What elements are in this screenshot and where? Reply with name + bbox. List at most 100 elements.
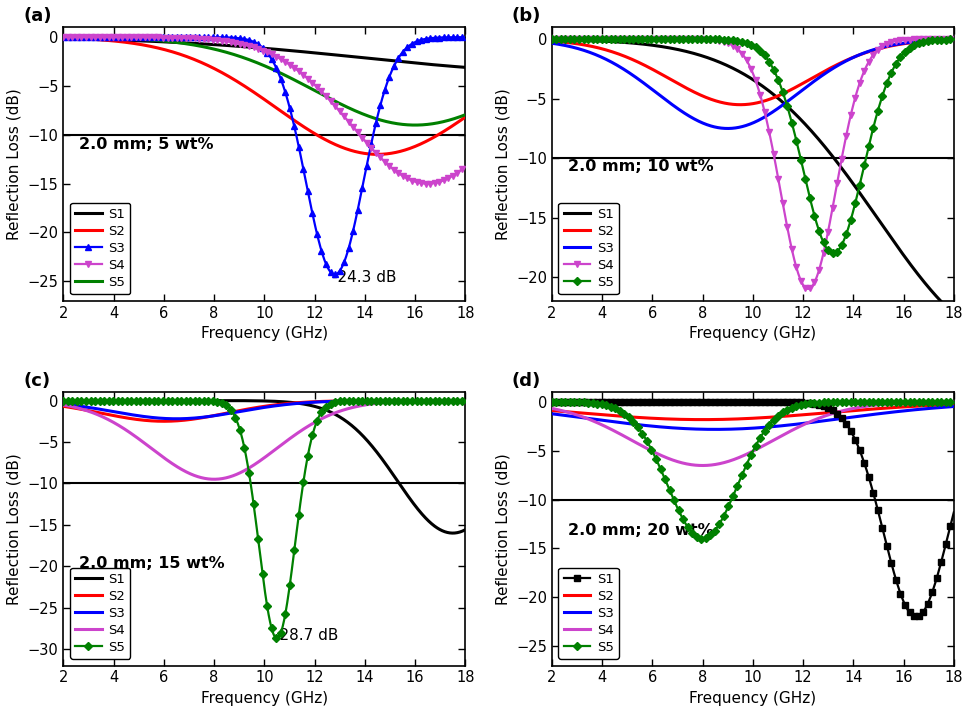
Line: S3: S3 [63,401,465,419]
Line: S1: S1 [548,399,956,620]
S2 [313,132,325,140]
S2 [570,409,581,417]
S1 [82,35,94,43]
S4 [801,284,813,293]
S1 [57,34,69,43]
S2 [801,410,813,419]
S1 [779,398,791,406]
Line: S4: S4 [60,34,468,187]
Text: -24.3 dB: -24.3 dB [331,270,396,284]
S5 [947,398,958,406]
S3 [57,33,69,41]
S5 [827,249,838,257]
S3 [362,151,374,160]
S5 [851,191,862,200]
S2 [362,150,374,158]
S1 [909,612,921,621]
S3 [291,133,302,142]
S4 [313,85,325,93]
S5 [891,56,903,64]
S1 [947,309,958,318]
S1 [403,58,415,67]
S1 [447,529,458,538]
S5 [301,83,313,91]
S5 [82,396,94,405]
S2 [371,150,383,158]
S5 [779,96,791,104]
S4 [570,411,581,419]
S5 [459,111,471,119]
S2 [546,37,557,46]
S5 [546,398,557,406]
S4 [801,419,813,427]
S1 [403,494,415,503]
S5 [801,185,813,194]
S2 [851,406,862,414]
S2 [301,398,313,406]
S1 [850,185,861,193]
S4 [208,475,220,483]
S5 [362,112,374,120]
S1 [570,36,581,44]
Line: S4: S4 [63,401,465,479]
S4 [947,35,958,43]
S5 [696,535,707,543]
S2 [57,34,69,42]
Line: S4: S4 [548,36,956,292]
S3 [459,33,471,41]
S2 [291,399,302,407]
Line: S3: S3 [551,406,953,429]
S5 [891,398,903,406]
S1 [459,525,471,534]
S2 [404,396,416,405]
S5 [570,35,581,43]
S2 [891,403,903,411]
S4 [422,180,433,188]
S3 [801,81,813,90]
S2 [851,51,862,60]
S4 [546,404,557,413]
S4 [82,407,94,416]
S1 [789,398,800,406]
S3 [171,414,182,423]
S4 [546,35,557,43]
S3 [57,400,69,409]
S3 [779,421,791,430]
Line: S5: S5 [548,399,956,542]
S2 [459,113,471,121]
Text: 2.0 mm; 20 wt%: 2.0 mm; 20 wt% [567,523,713,538]
S3 [790,420,801,429]
S5 [314,410,326,419]
S1 [301,48,313,56]
Text: (d): (d) [511,371,541,389]
S4 [789,261,800,270]
S1 [291,47,302,56]
S3 [362,396,374,405]
S5 [409,120,421,129]
S1 [362,54,374,63]
S1 [801,123,813,131]
S2 [404,144,416,153]
S2 [947,36,958,44]
Legend: S1, S2, S3, S4, S5: S1, S2, S3, S4, S5 [558,568,618,659]
S2 [790,411,801,420]
S4 [891,399,903,408]
Text: (a): (a) [23,6,51,25]
S2 [82,35,94,43]
S4 [851,86,862,95]
S4 [314,415,326,424]
S4 [403,175,415,184]
Legend: S1, S2, S3, S4, S5: S1, S2, S3, S4, S5 [558,202,618,294]
S1 [313,404,325,412]
S4 [362,140,374,149]
S1 [789,111,800,119]
Legend: S1, S2, S3, S4, S5: S1, S2, S3, S4, S5 [70,568,130,659]
S2 [158,417,170,426]
S4 [362,400,374,409]
S5 [404,396,416,405]
S1 [850,438,861,447]
Line: S2: S2 [63,401,465,421]
S1 [570,398,581,406]
Text: (c): (c) [23,371,50,389]
S3 [721,124,733,133]
